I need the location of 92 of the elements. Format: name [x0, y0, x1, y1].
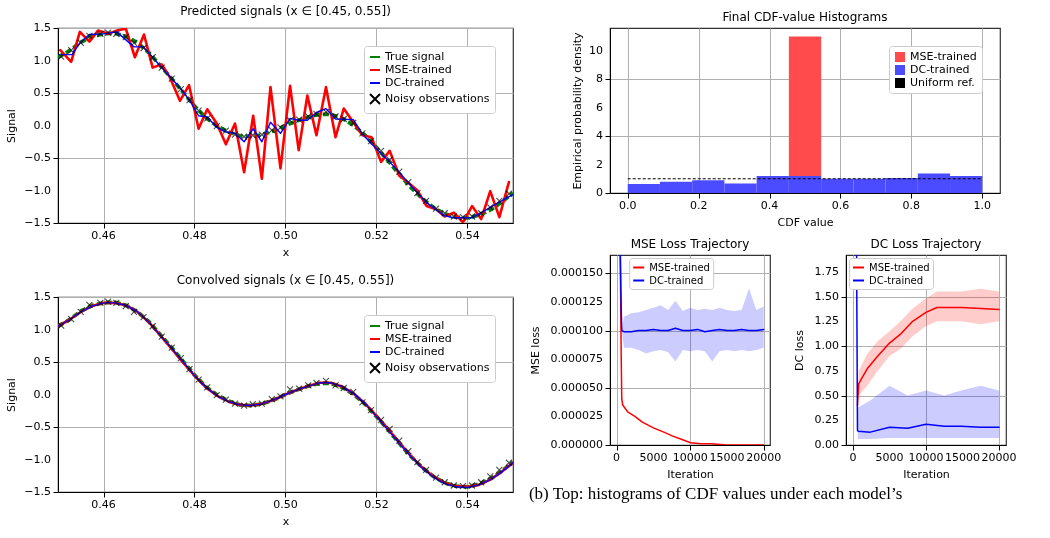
y-tick-label: 2	[596, 157, 603, 171]
x-tick-label: 0.46	[91, 229, 116, 242]
text: (b) Top: histograms of CDF values under each model’s	[528, 484, 903, 504]
y-axis-title: Empirical probability density	[571, 31, 584, 190]
legend-label: DC-trained	[869, 274, 924, 286]
y-tick-label: 1.0	[33, 322, 51, 336]
chart-title: Final CDF-value Histograms	[722, 10, 888, 24]
x-tick-label: 0.52	[364, 229, 389, 242]
y-tick-label: −1.0	[24, 183, 51, 197]
x-tick-label: 15000	[709, 451, 745, 464]
y-axis-title: Signal	[5, 378, 18, 412]
y-tick-label: −0.5	[24, 420, 51, 433]
y-tick-label: 1.0	[33, 53, 51, 67]
y-tick-label: 6	[596, 100, 603, 114]
y-axis-title: Signal	[5, 109, 18, 143]
y-tick-label: 1.75	[814, 264, 839, 278]
y-tick-label: 1.5	[33, 21, 51, 34]
y-tick-label: −1.5	[24, 485, 51, 498]
x-tick-label: 0	[613, 451, 621, 464]
x-axis-title: Iteration	[667, 468, 714, 481]
y-tick-label: 0.50	[814, 388, 839, 402]
x-tick-label: 0.50	[273, 229, 298, 242]
chart-title: DC Loss Trajectory	[870, 237, 982, 251]
x-tick-label: 1.0	[973, 199, 992, 212]
x-tick-label: 0.52	[364, 498, 389, 511]
y-tick-label: 0.5	[33, 355, 51, 368]
legend-label: DC-trained	[649, 274, 704, 286]
x-axis-title: x	[282, 246, 290, 259]
legend-label: MSE-trained	[385, 332, 452, 345]
y-axis-title: DC loss	[793, 329, 806, 371]
legend-label: Noisy observations	[385, 92, 490, 105]
legend-label: True signal	[384, 50, 445, 63]
x-tick-label: 0.54	[455, 229, 480, 242]
legend-label: True signal	[384, 319, 445, 332]
y-tick-label: 0.75	[814, 363, 839, 377]
chart-title: Predicted signals (x ∈ [0.45, 0.55])	[180, 4, 391, 18]
x-tick-label: 5000	[639, 451, 668, 464]
y-tick-label: 0	[596, 186, 603, 199]
y-tick-label: 0.000075	[550, 352, 603, 366]
legend-label: MSE-trained	[869, 261, 930, 273]
y-tick-label: 0.0	[33, 387, 51, 401]
y-tick-label: 1.5	[33, 290, 51, 303]
legend-label: MSE-trained	[910, 50, 977, 63]
x-tick-label: 0.4	[760, 199, 779, 212]
y-tick-label: 0.5	[33, 86, 51, 99]
x-tick-label: 0.0	[618, 199, 637, 212]
x-axis-title: x	[282, 515, 290, 528]
x-axis-title: CDF value	[777, 216, 834, 229]
y-tick-label: 1.00	[814, 339, 839, 353]
y-tick-label: 4	[596, 129, 603, 143]
y-axis-title: MSE loss	[529, 326, 542, 375]
x-tick-label: 10000	[672, 451, 708, 464]
y-tick-label: −1.0	[24, 452, 51, 466]
legend-label: DC-trained	[910, 63, 970, 76]
y-tick-label: 0.000000	[550, 438, 603, 451]
y-tick-label: −0.5	[24, 151, 51, 164]
x-tick-label: 0.6	[831, 199, 850, 212]
x-tick-label: 0	[849, 451, 857, 464]
x-tick-label: 0.8	[902, 199, 921, 212]
legend-label: Uniform ref.	[910, 76, 975, 89]
y-tick-label: 0.000125	[550, 294, 603, 308]
x-tick-label: 0.50	[273, 498, 298, 511]
y-tick-label: 0.0	[33, 118, 51, 132]
x-tick-label: 5000	[875, 451, 904, 464]
y-tick-label: 1.25	[814, 314, 839, 328]
y-tick-label: 0.000150	[550, 266, 603, 280]
x-tick-label: 10000	[908, 451, 944, 464]
legend-label: Noisy observations	[385, 361, 490, 374]
y-tick-label: 1.50	[814, 289, 839, 303]
legend-label: MSE-trained	[385, 63, 452, 76]
x-tick-label: 0.46	[91, 498, 116, 511]
x-tick-label: 15000	[945, 451, 981, 464]
legend-label: MSE-trained	[649, 261, 710, 273]
x-tick-label: 0.48	[182, 498, 207, 511]
chart-title: MSE Loss Trajectory	[630, 237, 750, 251]
x-tick-label: 0.2	[689, 199, 708, 212]
y-tick-label: −1.5	[24, 216, 51, 229]
legend-label: DC-trained	[385, 345, 445, 358]
y-tick-label: 0.000025	[550, 409, 603, 423]
chart-title: Convolved signals (x ∈ [0.45, 0.55])	[176, 273, 395, 287]
y-tick-label: 0.000050	[550, 380, 603, 394]
x-tick-label: 0.48	[182, 229, 207, 242]
x-tick-label: 0.54	[455, 498, 480, 511]
x-axis-title: Iteration	[903, 468, 950, 481]
y-tick-label: 10	[589, 43, 603, 57]
x-tick-label: 20000	[981, 451, 1017, 464]
y-tick-label: 0.000100	[550, 323, 603, 337]
legend-label: DC-trained	[385, 76, 445, 89]
x-tick-label: 20000	[746, 451, 782, 464]
y-tick-label: 0.00	[814, 438, 839, 451]
y-tick-label: 8	[596, 72, 603, 86]
y-tick-label: 0.25	[814, 413, 839, 427]
